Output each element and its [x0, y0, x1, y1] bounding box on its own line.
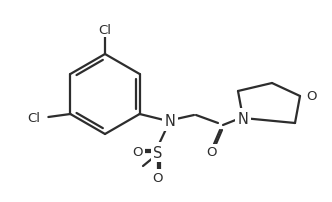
Text: N: N	[165, 114, 175, 129]
Text: Cl: Cl	[99, 23, 112, 36]
Text: O: O	[133, 146, 143, 159]
Text: N: N	[238, 111, 248, 126]
Text: O: O	[306, 90, 316, 103]
Text: S: S	[153, 145, 163, 160]
Text: O: O	[207, 146, 217, 159]
Text: O: O	[153, 171, 163, 184]
Text: Cl: Cl	[27, 112, 41, 125]
